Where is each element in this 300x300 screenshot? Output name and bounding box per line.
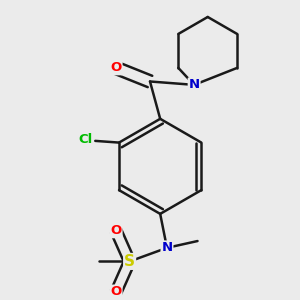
Text: N: N bbox=[189, 78, 200, 92]
Text: N: N bbox=[161, 241, 172, 254]
Text: O: O bbox=[110, 61, 122, 74]
Text: S: S bbox=[124, 254, 135, 269]
Text: O: O bbox=[110, 286, 122, 298]
Text: Cl: Cl bbox=[78, 133, 92, 146]
Text: O: O bbox=[110, 224, 122, 237]
